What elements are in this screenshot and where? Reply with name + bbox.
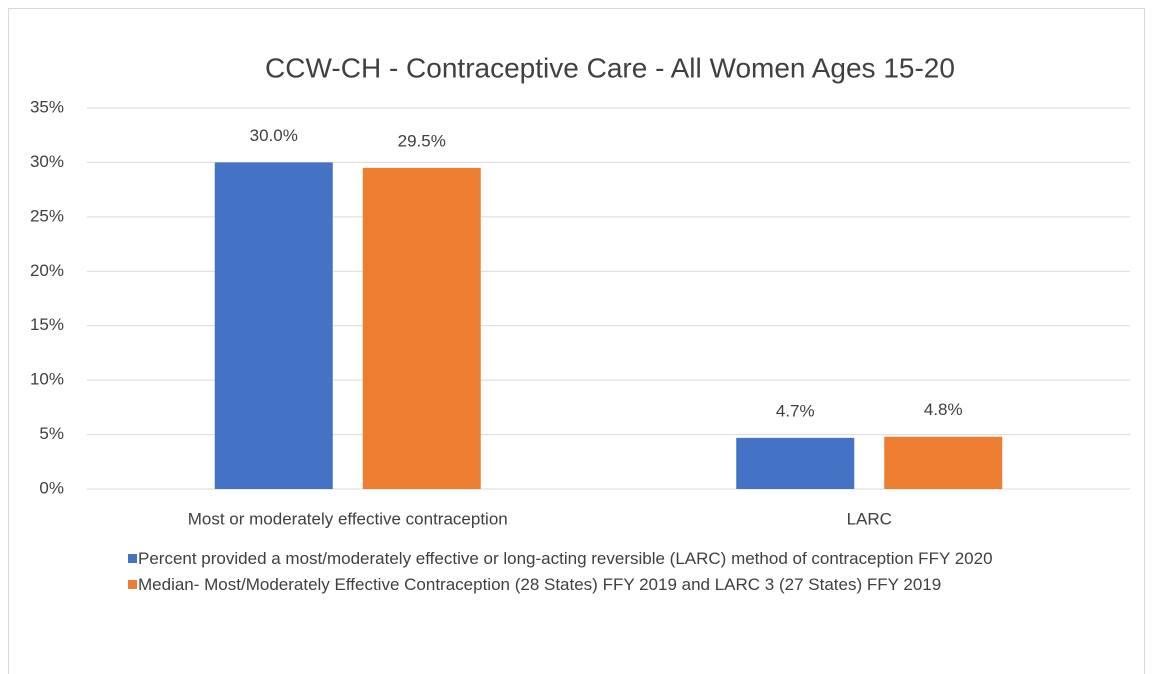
data-label: 4.7% (776, 401, 815, 420)
data-label: 4.8% (924, 400, 963, 419)
y-tick-label: 35% (30, 97, 64, 116)
legend-label: Percent provided a most/moderately effec… (138, 549, 993, 568)
y-tick-label: 0% (39, 478, 64, 497)
bar (884, 436, 1003, 489)
legend-label: Median- Most/Moderately Effective Contra… (138, 575, 942, 594)
y-tick-label: 15% (30, 315, 64, 334)
chart-border (8, 8, 1145, 674)
y-tick-label: 5% (39, 424, 64, 443)
y-tick-label: 20% (30, 261, 64, 280)
y-tick-label: 25% (30, 206, 64, 225)
bar (362, 167, 481, 489)
bar (214, 162, 333, 489)
data-label: 30.0% (250, 126, 298, 145)
y-tick-label: 10% (30, 370, 64, 389)
x-tick-label: LARC (847, 509, 892, 528)
legend: Percent provided a most/moderately effec… (128, 547, 1048, 599)
legend-item: Median- Most/Moderately Effective Contra… (128, 573, 1048, 597)
legend-swatch (128, 580, 137, 589)
bar (736, 437, 855, 489)
y-tick-label: 30% (30, 152, 64, 171)
data-label: 29.5% (398, 131, 446, 150)
legend-item: Percent provided a most/moderately effec… (128, 547, 1048, 571)
chart-title: CCW-CH - Contraceptive Care - All Women … (265, 52, 955, 83)
x-tick-label: Most or moderately effective contracepti… (188, 509, 508, 528)
legend-swatch (128, 554, 137, 563)
